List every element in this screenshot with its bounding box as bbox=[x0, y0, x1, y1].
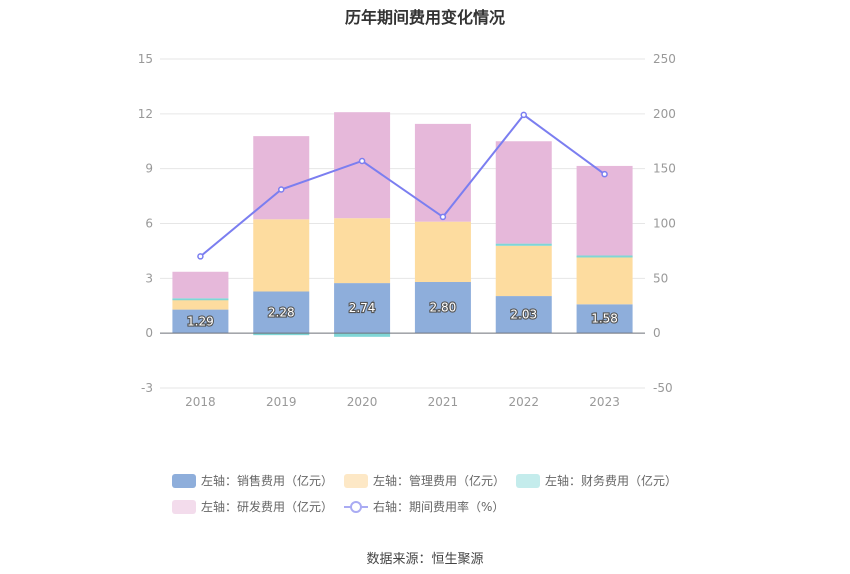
rate-point bbox=[197, 253, 204, 260]
legend-swatch-admin bbox=[344, 473, 368, 488]
legend-swatch-sales bbox=[172, 473, 196, 488]
rate-point bbox=[439, 213, 447, 221]
left-tick-label: -3 bbox=[141, 381, 153, 395]
x-tick-label: 2019 bbox=[266, 395, 297, 409]
sales-data-label: 2.74 bbox=[349, 301, 376, 315]
bar-rd bbox=[172, 271, 229, 299]
bar-rd bbox=[414, 123, 471, 222]
right-axis-ticks: -50 0 50 100 150 200 250 bbox=[653, 52, 676, 395]
left-tick-label: 9 bbox=[145, 162, 153, 176]
sales-data-label: 2.80 bbox=[430, 301, 457, 315]
x-tick-label: 2022 bbox=[508, 395, 539, 409]
legend-item-admin[interactable]: 左轴：管理费用（亿元） bbox=[344, 472, 505, 489]
legend-item-rd[interactable]: 左轴：研发费用（亿元） bbox=[172, 498, 333, 515]
x-tick-label: 2021 bbox=[428, 395, 459, 409]
data-source-note: 数据来源：恒生聚源 bbox=[366, 552, 484, 567]
legend-item-sales[interactable]: 左轴：销售费用（亿元） bbox=[172, 472, 333, 489]
bar-admin bbox=[172, 298, 229, 310]
rate-point bbox=[358, 157, 366, 165]
x-tick-label: 2023 bbox=[589, 395, 620, 409]
right-tick-label: 150 bbox=[653, 162, 676, 176]
bar-finance bbox=[172, 298, 229, 301]
right-tick-label: -50 bbox=[653, 381, 673, 395]
sales-data-label: 2.03 bbox=[510, 308, 537, 322]
bar-admin bbox=[414, 221, 471, 282]
bar-sales bbox=[172, 309, 229, 334]
bar-finance bbox=[495, 243, 552, 246]
bar-finance bbox=[334, 333, 391, 337]
sales-data-label: 1.58 bbox=[591, 312, 618, 326]
bar-sales bbox=[495, 296, 552, 334]
x-tick-label: 2018 bbox=[185, 395, 216, 409]
left-axis-ticks: -3 0 3 6 9 12 15 bbox=[138, 52, 153, 395]
sales-data-label: 1.29 bbox=[187, 314, 214, 328]
left-tick-label: 6 bbox=[145, 217, 153, 231]
left-tick-label: 12 bbox=[138, 107, 153, 121]
legend-label-admin: 左轴：管理费用（亿元） bbox=[373, 474, 506, 488]
legend-label-finance: 左轴：财务费用（亿元） bbox=[545, 474, 678, 488]
bar-rd bbox=[576, 165, 633, 256]
rate-line bbox=[199, 113, 606, 258]
data-labels: 1.29 2.28 2.74 2.80 2.03 1.58 bbox=[186, 299, 619, 329]
legend-swatch-rate bbox=[344, 500, 368, 514]
legend-swatch-rd bbox=[172, 499, 196, 514]
left-tick-label: 15 bbox=[138, 52, 153, 66]
bar-sales bbox=[253, 291, 310, 334]
right-tick-label: 50 bbox=[653, 271, 668, 285]
legend-item-finance[interactable]: 左轴：财务费用（亿元） bbox=[516, 472, 677, 489]
right-tick-label: 200 bbox=[653, 107, 676, 121]
bar-admin bbox=[576, 255, 633, 305]
legend-item-rate[interactable]: 右轴：期间费用率（%） bbox=[344, 498, 504, 515]
bar-sales bbox=[334, 283, 391, 334]
left-tick-label: 3 bbox=[145, 271, 153, 285]
legend-label-rd: 左轴：研发费用（亿元） bbox=[201, 500, 334, 514]
right-tick-label: 250 bbox=[653, 52, 676, 66]
gridlines bbox=[160, 58, 645, 389]
legend-label-rate: 右轴：期间费用率（%） bbox=[373, 500, 505, 514]
bar-rd bbox=[495, 141, 552, 244]
bar-finance bbox=[576, 255, 633, 258]
chart-title: 历年期间费用变化情况 bbox=[344, 8, 505, 27]
right-tick-label: 0 bbox=[653, 326, 661, 340]
legend-label-sales: 左轴：销售费用（亿元） bbox=[201, 474, 334, 488]
rate-line-series bbox=[197, 111, 608, 260]
right-tick-label: 100 bbox=[653, 217, 676, 231]
left-tick-label: 0 bbox=[145, 326, 153, 340]
bar-admin bbox=[253, 219, 310, 292]
bar-admin bbox=[495, 245, 552, 297]
bar-series bbox=[172, 112, 633, 337]
x-tick-label: 2020 bbox=[347, 395, 378, 409]
bar-rd bbox=[334, 112, 391, 219]
rate-point bbox=[520, 111, 527, 119]
bar-sales bbox=[576, 304, 633, 334]
x-axis-labels: 2018 2019 2020 2021 2022 2023 bbox=[185, 395, 620, 409]
rate-point bbox=[601, 170, 608, 178]
legend-swatch-finance bbox=[516, 473, 540, 488]
sales-data-label: 2.28 bbox=[268, 305, 295, 319]
bar-sales bbox=[414, 281, 471, 334]
bar-finance bbox=[253, 333, 310, 336]
rate-point bbox=[278, 186, 285, 193]
bar-admin bbox=[334, 218, 391, 284]
